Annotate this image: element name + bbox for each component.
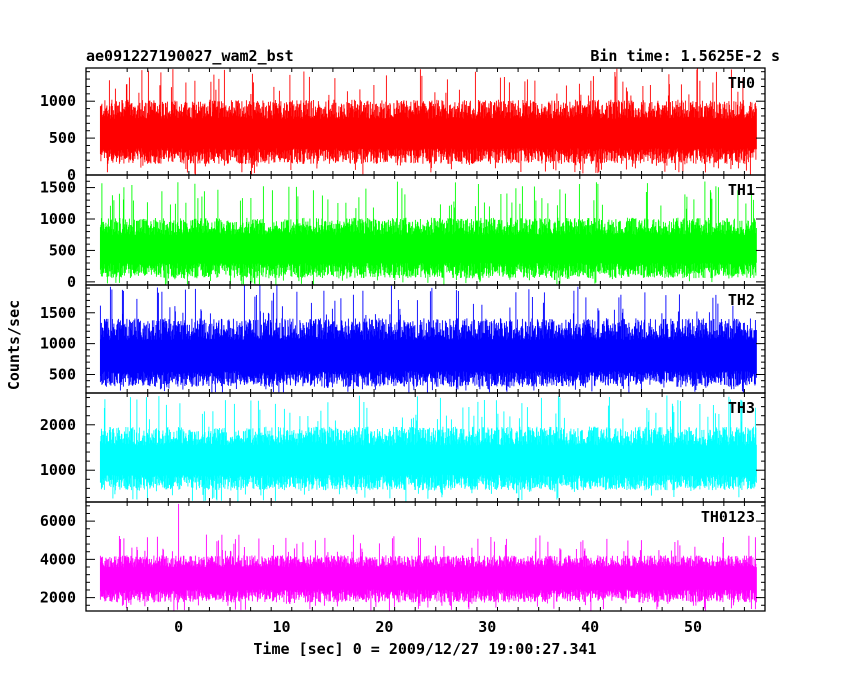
y-tick-label: 0 <box>67 273 76 291</box>
series-th3 <box>99 395 757 502</box>
panel-frame <box>85 501 766 612</box>
chart-subtitle: Bin time: 1.5625E-2 s <box>590 47 780 65</box>
panel-th2: 500 1000 1500 TH2 <box>40 284 766 394</box>
y-tick-label: 500 <box>49 365 76 383</box>
panel-th1: 0 500 1000 1500 TH1 <box>40 174 766 291</box>
panel-th0: 0 500 1000 TH0 <box>40 67 766 184</box>
y-tick-label: 6000 <box>40 512 76 530</box>
panel-label-th2: TH2 <box>728 291 755 309</box>
panel-label-th1: TH1 <box>728 181 755 199</box>
y-tick-label: 4000 <box>40 550 76 568</box>
panel-label-th0123: TH0123 <box>701 508 755 526</box>
x-tick-label: 30 <box>478 618 496 636</box>
series-th0 <box>99 68 757 175</box>
y-tick-label: 1000 <box>40 92 76 110</box>
x-tick-label: 0 <box>174 618 183 636</box>
x-tick-label: 40 <box>581 618 599 636</box>
panel-th3: 1000 2000 TH3 <box>40 392 766 503</box>
x-tick-label: 20 <box>375 618 393 636</box>
y-tick-label: 2000 <box>40 589 76 607</box>
series-th1 <box>99 181 757 285</box>
series-th2 <box>99 285 757 393</box>
x-axis-label: Time [sec] 0 = 2009/12/27 19:00:27.341 <box>253 640 596 658</box>
y-tick-label: 1500 <box>40 304 76 322</box>
y-axis-label: Counts/sec <box>5 300 23 390</box>
y-tick-label: 1000 <box>40 210 76 228</box>
x-tick-label: 50 <box>684 618 702 636</box>
y-tick-label: 1000 <box>40 335 76 353</box>
y-tick-label: 500 <box>49 241 76 259</box>
panel-th0123: 2000 4000 6000 TH0123 <box>40 501 766 612</box>
chart-title: ae091227190027_wam2_bst <box>86 47 294 65</box>
x-tick-label: 10 <box>272 618 290 636</box>
y-tick-label: 2000 <box>40 416 76 434</box>
series-th0123 <box>99 503 757 611</box>
y-tick-label: 0 <box>67 166 76 184</box>
panel-label-th0: TH0 <box>728 74 755 92</box>
y-tick-label: 1500 <box>40 179 76 197</box>
y-tick-label: 500 <box>49 129 76 147</box>
panel-label-th3: TH3 <box>728 399 755 417</box>
y-tick-label: 1000 <box>40 461 76 479</box>
